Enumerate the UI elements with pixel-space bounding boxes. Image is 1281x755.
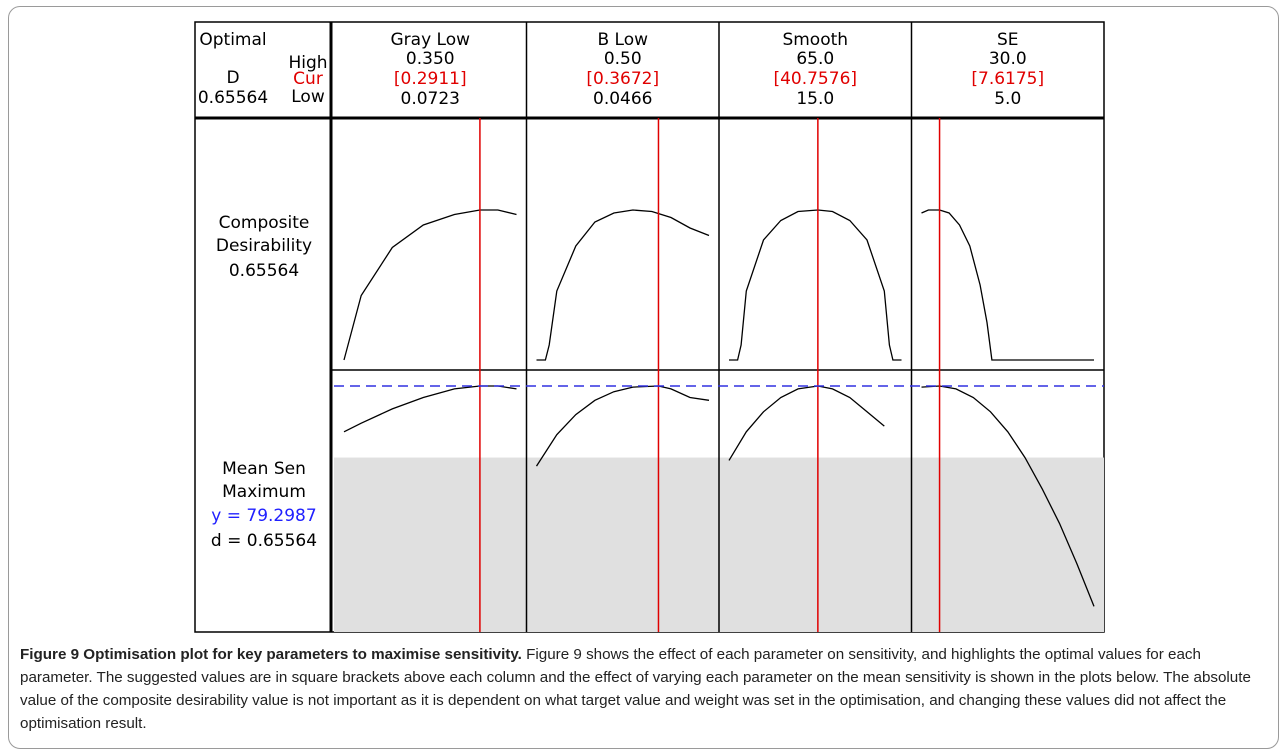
composite-desirability-curve [536,209,710,361]
composite-value: 0.65564 [229,261,299,281]
factor-name: SE [997,30,1019,50]
factor-low-value: 5.0 [994,89,1021,109]
caption-title: Figure 9 Optimisation plot for key param… [20,646,522,663]
factor-high-value: 30.0 [989,49,1027,69]
factor-name: Gray Low [390,30,470,50]
mean-sen-curve [343,385,517,433]
high-label: High [288,53,327,73]
optimisation-plot: Optimal D 0.65564 High Cur Low Composite… [194,21,1105,633]
factor-current-value: [0.2911] [394,69,467,89]
factor-current-value: [0.3672] [586,69,659,89]
response-d-value: d = 0.65564 [211,531,317,551]
figure-frame [8,6,1279,749]
caption-body: Figure 9 shows the effect of each parame… [20,646,1251,732]
factor-high-value: 0.50 [604,49,642,69]
d-value: 0.65564 [198,88,268,108]
factor-current-value: [7.6175] [971,69,1044,89]
factor-name: Smooth [782,30,848,50]
factor-high-value: 65.0 [796,49,834,69]
composite-label-line1: Composite [219,213,310,233]
mean-sen-curve [535,385,710,467]
optimal-label: Optimal [199,30,266,50]
factor-low-value: 0.0466 [593,89,652,109]
low-label: Low [291,87,325,107]
factor-low-value: 0.0723 [401,89,460,109]
factor-high-value: 0.350 [406,49,455,69]
composite-desirability-curve [729,209,902,361]
factor-low-value: 15.0 [796,89,834,109]
mean-sen-curve [921,385,1095,607]
cur-label: Cur [293,69,323,89]
response-goal: Maximum [222,482,306,502]
response-name: Mean Sen [222,459,306,479]
response-y-value: y = 79.2987 [211,506,316,526]
composite-label-line2: Desirability [216,236,312,256]
mean-sen-curve [728,385,885,461]
d-label: D [226,68,239,88]
composite-desirability-curve [921,209,1094,361]
factor-current-value: [40.7576] [773,69,857,89]
factor-name: B Low [597,30,648,50]
figure-caption: Figure 9 Optimisation plot for key param… [20,643,1265,735]
composite-desirability-curve [343,209,517,361]
